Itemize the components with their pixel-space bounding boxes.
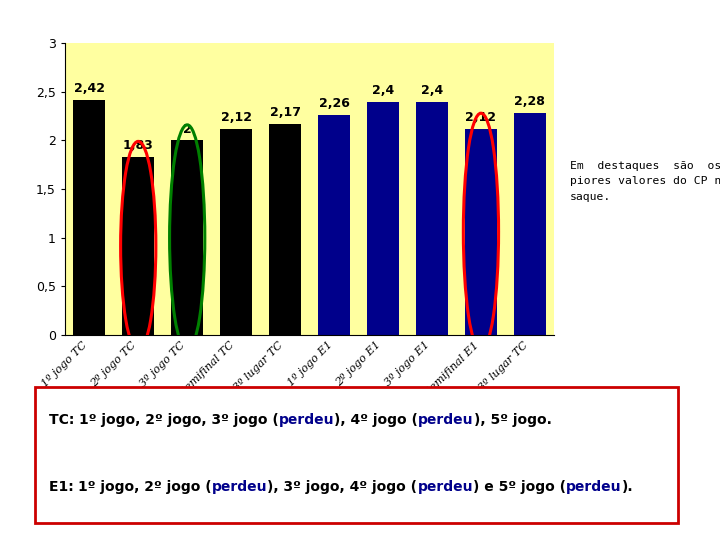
Text: 2,12: 2,12 <box>220 111 252 124</box>
Bar <box>269 124 301 335</box>
Text: 2,17: 2,17 <box>269 106 301 119</box>
Text: perdeu: perdeu <box>212 480 267 494</box>
Text: 2,26: 2,26 <box>319 97 349 110</box>
Text: 2,4: 2,4 <box>421 84 443 97</box>
Text: 2,42: 2,42 <box>73 82 105 94</box>
Text: 2: 2 <box>183 123 192 136</box>
Text: 2,4: 2,4 <box>372 84 394 97</box>
Bar <box>367 102 399 335</box>
Bar <box>220 129 252 335</box>
Bar <box>318 115 350 335</box>
Text: perdeu: perdeu <box>418 413 474 427</box>
FancyBboxPatch shape <box>35 387 678 523</box>
Text: perdeu: perdeu <box>279 413 334 427</box>
Text: 1º jogo, 2º jogo (: 1º jogo, 2º jogo ( <box>78 480 212 494</box>
Bar <box>416 102 448 335</box>
Bar <box>171 140 203 335</box>
Text: ).: ). <box>621 480 633 494</box>
Text: 2,12: 2,12 <box>465 111 497 124</box>
Text: ), 5º jogo.: ), 5º jogo. <box>474 413 552 427</box>
Text: Saque: Saque <box>585 40 683 68</box>
Bar <box>73 99 105 335</box>
Bar <box>122 157 154 335</box>
Text: ), 3º jogo, 4º jogo (: ), 3º jogo, 4º jogo ( <box>267 480 418 494</box>
Text: E1:: E1: <box>49 480 78 494</box>
Text: Em  destaques  são  os
piores valores do CP no
saque.: Em destaques são os piores valores do CP… <box>570 161 720 202</box>
Text: ) e 5º jogo (: ) e 5º jogo ( <box>473 480 566 494</box>
Text: 1º jogo, 2º jogo, 3º jogo (: 1º jogo, 2º jogo, 3º jogo ( <box>79 413 279 427</box>
Text: perdeu: perdeu <box>418 480 473 494</box>
Text: TC:: TC: <box>49 413 79 427</box>
Text: ), 4º jogo (: ), 4º jogo ( <box>334 413 418 427</box>
Text: 2,28: 2,28 <box>515 96 545 109</box>
Text: 1,83: 1,83 <box>123 139 153 152</box>
Bar <box>465 129 497 335</box>
Bar <box>514 113 546 335</box>
Text: perdeu: perdeu <box>566 480 621 494</box>
